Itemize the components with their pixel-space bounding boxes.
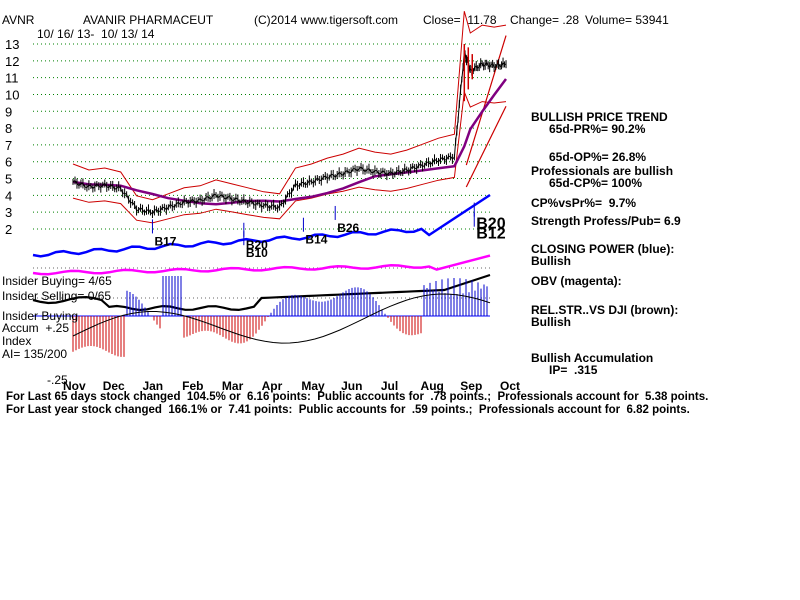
insider-selling: Insider Selling= 0/65 — [2, 289, 112, 303]
signal-label: B20 — [246, 238, 268, 252]
date-range: 10/ 16/ 13- 10/ 13/ 14 — [37, 27, 155, 41]
month-label: Mar — [222, 379, 244, 393]
y-tick-label: 6 — [5, 155, 12, 170]
moving-average — [72, 78, 508, 206]
price-line — [72, 50, 507, 215]
company-name: AVANIR PHARMACEUT — [83, 13, 214, 27]
accum-smoothing — [72, 293, 491, 344]
signal-label: B14 — [305, 233, 327, 247]
band-lower-extension — [465, 105, 507, 188]
relstr-title: REL.STR..VS DJI (brown): — [531, 303, 679, 317]
cp-vs-pr: CP%vsPr%= 9.7% — [531, 196, 637, 210]
month-label: Jan — [142, 379, 163, 393]
y-tick-label: 5 — [5, 172, 12, 187]
obv-title: OBV (magenta): — [531, 274, 622, 288]
accum-title: Bullish Accumulation — [531, 351, 654, 365]
pr-pct: 65d-PR%= 90.2% — [549, 122, 646, 136]
price-change: Change= .28 — [510, 13, 580, 27]
y-tick-label: 2 — [5, 222, 12, 237]
y-tick-label: 7 — [5, 138, 12, 153]
relative-strength-line — [32, 273, 491, 312]
accumulation-histogram — [72, 276, 491, 357]
footer-line-65d: For Last 65 days stock changed 104.5% or… — [6, 391, 709, 403]
closing-power-value: Bullish — [531, 254, 572, 268]
price-bars — [72, 44, 507, 218]
moving-average-line — [72, 78, 508, 206]
signal-label: B20 — [476, 216, 505, 233]
month-label: Jun — [341, 379, 362, 393]
month-label: Jul — [381, 379, 398, 393]
y-tick-label: 8 — [5, 121, 12, 136]
signal-label: B26 — [337, 221, 359, 235]
pros-bullish: Professionals are bullish — [531, 164, 674, 178]
signal-label: B12 — [476, 226, 505, 243]
closing-power — [32, 193, 491, 258]
month-label: Sep — [460, 379, 482, 393]
insider-buying: Insider Buying= 4/65 — [2, 274, 112, 288]
y-tick-label: 4 — [5, 188, 12, 203]
op-pct: 65d-OP%= 26.8% — [549, 150, 647, 164]
y-tick-label: 11 — [5, 71, 19, 86]
insider-buying-label: Insider Buying — [2, 309, 79, 323]
signal-label: B10 — [246, 246, 268, 260]
y-tick-label: 10 — [5, 87, 19, 102]
ai-label: AI= 135/200 — [2, 347, 68, 361]
neg-quarter-label: -.25 — [47, 373, 68, 387]
upper-band — [72, 11, 507, 201]
month-label: Feb — [182, 379, 203, 393]
ticker-symbol: AVNR — [2, 13, 35, 27]
obv — [32, 254, 491, 276]
copyright: (C)2014 www.tigersoft.com — [254, 13, 399, 27]
y-tick-label: 12 — [5, 54, 19, 69]
ip-value: IP= .315 — [549, 363, 598, 377]
cp-pct: 65d-CP%= 100% — [549, 176, 643, 190]
signal-label: B17 — [154, 234, 176, 248]
x-axis-months: Nov Dec Jan Feb Mar Apr May Jun Jul Aug Sep Oct — [63, 379, 520, 393]
y-tick-label: 9 — [5, 104, 12, 119]
month-label: Oct — [500, 379, 520, 393]
month-label: Aug — [421, 379, 444, 393]
trend-title: BULLISH PRICE TREND — [531, 110, 668, 124]
volume: Volume= 53941 — [585, 13, 669, 27]
index-label: Index — [2, 334, 32, 348]
closing-power-line — [32, 193, 491, 258]
month-label: May — [301, 379, 325, 393]
closing-power-title: CLOSING POWER (blue): — [531, 242, 675, 256]
obv-line — [32, 254, 491, 276]
month-label: Apr — [262, 379, 283, 393]
strength-profess-pub: Strength Profess/Pub= 6.9 — [531, 214, 681, 228]
month-label: Dec — [103, 379, 125, 393]
accum-label: Accum +.25 — [2, 321, 70, 335]
relative-strength — [32, 273, 491, 312]
band-upper-extension — [465, 35, 507, 166]
relstr-value: Bullish — [531, 315, 572, 329]
footer-line-year: For Last year stock changed 166.1% or 7.… — [6, 404, 690, 416]
month-label: Nov — [63, 379, 86, 393]
y-tick-label: 3 — [5, 205, 12, 220]
y-tick-label: 13 — [5, 37, 19, 52]
close-price: Close= 11.78 — [423, 13, 497, 27]
